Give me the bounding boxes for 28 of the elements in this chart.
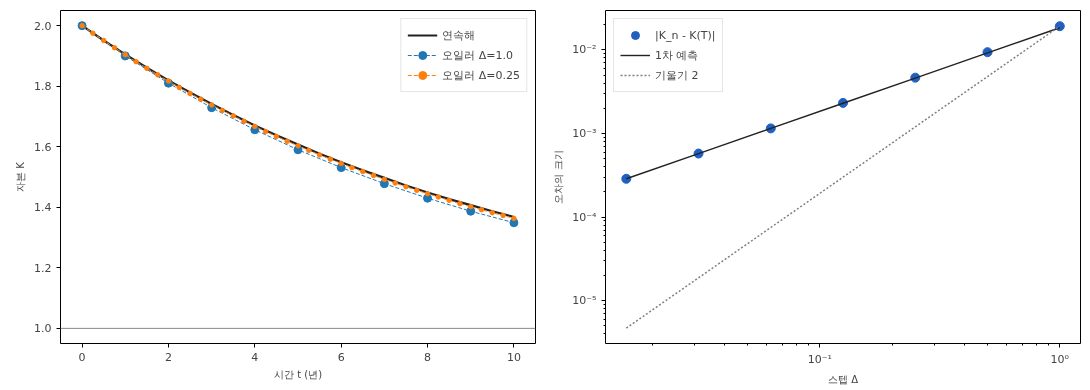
legend-label: 기울기 2: [655, 67, 699, 83]
y-tick-label: 10⁻²: [572, 43, 597, 57]
x-tick-label: 10⁰: [1050, 352, 1070, 366]
legend-label: |K_n - K(T)|: [655, 28, 716, 42]
x-axis-title: 스텝 Δ: [827, 373, 859, 385]
x-tick-label: 0: [78, 350, 86, 364]
legend-label: 연속해: [442, 27, 476, 43]
x-axis-title: 시간 t (년): [273, 368, 323, 380]
y-tick-label: 1.8: [34, 80, 52, 94]
x-tick-label: 8: [424, 350, 432, 364]
legend-label: 1차 예측: [655, 47, 699, 63]
y-axis-title: 자본 K: [15, 161, 27, 192]
y-tick-label: 1.4: [34, 201, 52, 215]
legend-label: 오일러 Δ=1.0: [442, 47, 513, 63]
y-axis-title: 오차의 크기: [553, 150, 565, 204]
y-tick-label: 1.6: [34, 140, 52, 154]
x-tick-label: 10: [506, 350, 521, 364]
x-tick-label: 4: [251, 350, 259, 364]
y-tick-label: 1.0: [34, 322, 52, 336]
x-tick-label: 10⁻¹: [807, 352, 832, 366]
y-tick-label: 1.2: [34, 261, 52, 275]
y-tick-label: 10⁻⁵: [572, 294, 597, 308]
x-tick-label: 6: [337, 350, 345, 364]
y-tick-label: 10⁻³: [572, 126, 597, 140]
x-tick-label: 2: [164, 350, 172, 364]
y-tick-label: 10⁻⁴: [572, 210, 598, 224]
y-tick-label: 2.0: [34, 19, 52, 33]
legend-label: 오일러 Δ=0.25: [442, 67, 520, 83]
